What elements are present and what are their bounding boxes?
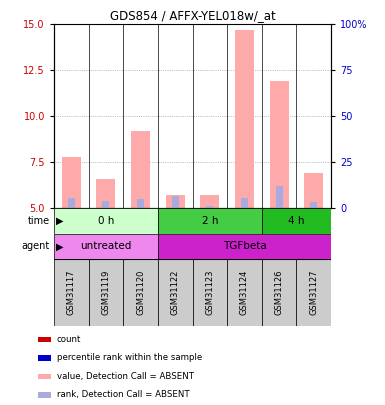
- Bar: [304, 173, 323, 208]
- Bar: [276, 186, 283, 208]
- Bar: [54, 234, 158, 259]
- Text: GSM31123: GSM31123: [205, 269, 214, 315]
- Bar: [54, 259, 89, 326]
- Text: time: time: [28, 216, 50, 226]
- Bar: [310, 202, 317, 208]
- Bar: [62, 157, 81, 208]
- Bar: [235, 30, 254, 208]
- Text: GSM31127: GSM31127: [309, 269, 318, 315]
- Text: rank, Detection Call = ABSENT: rank, Detection Call = ABSENT: [57, 390, 189, 399]
- Bar: [262, 259, 296, 326]
- Text: GSM31124: GSM31124: [240, 269, 249, 315]
- Text: ▶: ▶: [56, 216, 63, 226]
- Bar: [123, 259, 158, 326]
- Bar: [38, 355, 51, 360]
- Text: count: count: [57, 335, 81, 344]
- Text: percentile rank within the sample: percentile rank within the sample: [57, 354, 202, 362]
- Bar: [131, 131, 150, 208]
- Bar: [54, 208, 158, 234]
- Text: GSM31126: GSM31126: [275, 269, 284, 315]
- Bar: [200, 195, 219, 208]
- Bar: [206, 206, 213, 208]
- Text: GSM31122: GSM31122: [171, 269, 180, 315]
- Text: GSM31117: GSM31117: [67, 269, 76, 315]
- Bar: [89, 259, 123, 326]
- Bar: [38, 374, 51, 379]
- Bar: [172, 196, 179, 208]
- Text: GDS854 / AFFX-YEL018w/_at: GDS854 / AFFX-YEL018w/_at: [110, 9, 275, 22]
- Bar: [227, 259, 262, 326]
- Text: agent: agent: [22, 241, 50, 252]
- Bar: [38, 392, 51, 398]
- Text: 2 h: 2 h: [202, 216, 218, 226]
- Bar: [192, 259, 227, 326]
- Bar: [137, 199, 144, 208]
- Bar: [158, 259, 192, 326]
- Bar: [68, 198, 75, 208]
- Text: untreated: untreated: [80, 241, 132, 252]
- Bar: [38, 337, 51, 342]
- Text: GSM31120: GSM31120: [136, 269, 145, 315]
- Bar: [102, 201, 109, 208]
- Bar: [166, 195, 185, 208]
- Bar: [296, 259, 331, 326]
- Bar: [262, 208, 331, 234]
- Bar: [270, 81, 289, 208]
- Bar: [158, 208, 262, 234]
- Text: TGFbeta: TGFbeta: [223, 241, 266, 252]
- Text: value, Detection Call = ABSENT: value, Detection Call = ABSENT: [57, 372, 194, 381]
- Text: 0 h: 0 h: [98, 216, 114, 226]
- Text: ▶: ▶: [56, 241, 63, 252]
- Text: 4 h: 4 h: [288, 216, 305, 226]
- Bar: [158, 234, 331, 259]
- Text: GSM31119: GSM31119: [101, 269, 110, 315]
- Bar: [96, 179, 116, 208]
- Bar: [241, 198, 248, 208]
